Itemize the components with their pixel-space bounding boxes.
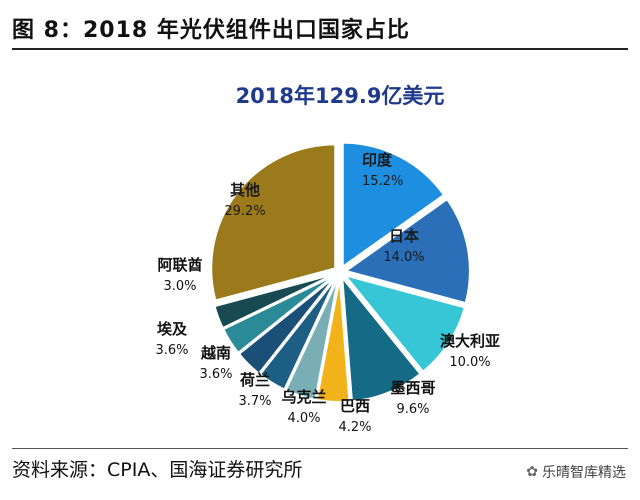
slice-value-label-6: 3.7% (238, 394, 271, 409)
slice-name-label-5: 乌克兰 (281, 388, 326, 406)
slice-value-label-5: 4.0% (287, 411, 320, 426)
slice-name-label-6: 荷兰 (240, 371, 270, 389)
title-rule (12, 48, 628, 50)
slice-value-label-10: 29.2% (224, 204, 265, 219)
slice-name-label-3: 墨西哥 (390, 379, 435, 397)
slice-name-label-9: 阿联酋 (157, 256, 202, 274)
slice-value-label-2: 10.0% (449, 355, 490, 370)
slice-name-label-8: 埃及 (157, 320, 188, 338)
pie-slice-4 (315, 277, 351, 403)
slice-name-label-0: 印度 (362, 151, 393, 169)
pie-slice-5 (284, 277, 340, 401)
slice-value-label-3: 9.6% (396, 402, 429, 417)
slice-name-label-1: 日本 (389, 227, 419, 245)
pie-slice-9 (213, 273, 335, 330)
slice-name-label-7: 越南 (200, 344, 231, 362)
source-note: 资料来源：CPIA、国海证券研究所 (12, 459, 303, 481)
pie-slice-2 (342, 273, 467, 374)
slice-name-label-2: 澳大利亚 (440, 332, 500, 350)
watermark: ✿ 乐晴智库精选 (526, 462, 626, 482)
chart-title: 2018年129.9亿美元 (236, 84, 445, 108)
source-rule (12, 448, 628, 449)
watermark-text: 乐晴智库精选 (542, 465, 626, 481)
pie-slices (210, 141, 471, 403)
pie-slice-1 (343, 197, 471, 305)
slice-value-label-8: 3.6% (155, 343, 188, 358)
slice-value-label-9: 3.0% (163, 279, 196, 294)
pie-slice-7 (237, 275, 337, 375)
figure-title: 图 8：2018 年光伏组件出口国家占比 (12, 18, 410, 43)
wechat-icon: ✿ (526, 464, 538, 480)
slice-value-label-1: 14.0% (383, 250, 424, 265)
pie-slice-8 (221, 274, 336, 355)
slice-name-label-10: 其他 (230, 181, 260, 199)
pie-chart: 2018年129.9亿美元 印度 15.2% 日本 14.0% 澳大利亚 10.0% 墨西哥… (155, 84, 500, 435)
pie-slice-3 (340, 274, 422, 403)
slice-value-label-4: 4.2% (338, 420, 371, 435)
pie-slice-10 (210, 143, 337, 302)
slice-name-label-4: 巴西 (340, 397, 370, 415)
slice-value-label-7: 3.6% (199, 367, 232, 382)
pie-slice-0 (341, 141, 446, 269)
pie-slice-6 (258, 276, 338, 391)
slice-value-label-0: 15.2% (362, 174, 403, 189)
pie-labels: 印度 15.2% 日本 14.0% 澳大利亚 10.0% 墨西哥 9.6% 巴西 4.2% 乌克兰 4… (155, 151, 500, 435)
